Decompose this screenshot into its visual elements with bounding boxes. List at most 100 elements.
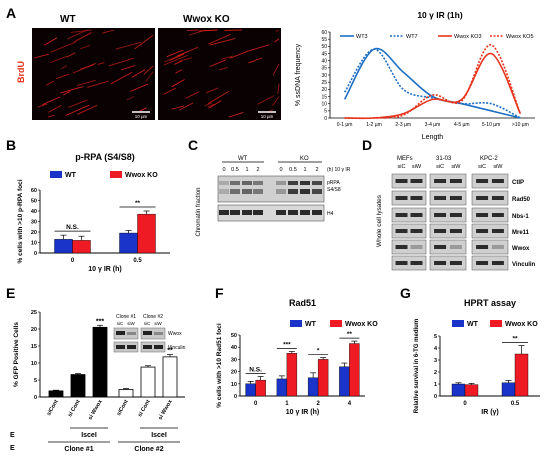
inset-band-vin-c2-sic [143,345,152,349]
chart-e-ytick-label: 20 [31,327,37,333]
dna-fiber-streak [169,53,184,61]
blot-d-membrane [429,190,467,206]
blot-c-band-h4 [230,210,240,215]
blot-c-band-prpa [300,189,310,194]
chart-f-sig-label: * [317,348,320,355]
chart-b-bar [119,232,138,254]
blot-d-band [395,196,408,200]
blot-d-membrane [429,207,467,223]
chart-g-legend-label: Wwox KO [505,321,538,328]
chart-f-bar [245,383,256,397]
blot-d-group-3103: 31-03 [436,156,452,162]
dna-fiber-streak [102,29,115,34]
blot-d-band [449,179,462,183]
blot-d-membrane [471,173,509,189]
chart-g-ytick-label: 1 [434,382,437,388]
chart-e-bar [92,326,108,398]
blot-c-band-prpa [253,189,263,194]
dna-fiber-streak [220,55,233,60]
blot-c-lane-label: 1 [245,167,248,173]
blot-d-lane-labels: siC siW siC siW siC siW [398,164,504,170]
dna-fiber-streak [46,80,55,86]
dna-fiber-streak [185,91,200,99]
blot-d-membrane [471,207,509,223]
chart-b-bar [72,240,91,254]
blot-c-band-h4 [219,210,229,215]
microscopy-ylabel: BrdU [16,61,26,83]
blot-d-band [491,196,504,200]
blot-d-membranes: CtIP Rad50 Nbs-1 Mre11 Wwox Vinculin [391,173,536,271]
inset-band-wwox-c1-siw [127,332,136,335]
dna-fiber-streak [63,90,71,96]
dna-fiber-streak [163,54,188,66]
blot-d-membrane [391,239,427,255]
blot-d-band [449,229,462,233]
blot-d-membrane [471,239,509,255]
dna-fiber-streak [205,87,219,94]
microscopy-title-wt: WT [60,14,76,25]
inset-band-wwox-c2-sic [143,331,152,335]
dna-fiber-streak [44,37,58,46]
dna-fiber-streak [272,96,280,107]
dna-fiber-streak [204,102,213,107]
chart-e-ytick-label: 25 [31,310,37,316]
dna-fiber-streak [248,57,263,64]
chart-f-legend-swatch [330,320,342,327]
dna-fiber-streak [68,99,88,108]
chart-g-ytick-label: 2 [434,370,437,376]
dna-fiber-streak [77,104,98,115]
western-blot-d: Whole cell lysates MEFs 31-03 KPC-2 siC s… [376,156,536,271]
blot-d-membrane [429,173,467,189]
blot-d-lane-label: siC [398,164,406,170]
inset-lane-label: siC [144,321,151,326]
chart-e-xtick-label: si Cont [137,399,152,418]
blot-c-prpa-label-1: pRPA [327,180,340,186]
dna-fiber-streak [186,29,199,32]
inset-clone1-label: Clone #1 [116,314,136,320]
chart-b-ytick-label: 40 [31,209,37,215]
chart-e-bar [162,356,178,398]
chart-e-ytick-label: 5 [34,378,37,384]
dna-fiber-streak [166,49,184,58]
chart-a-ytick-label: 5 [324,109,327,115]
chart-e-sig-label: ** [167,348,173,355]
inset-band-wwox-c2-siw [154,332,163,335]
dna-fiber-streak [208,100,222,109]
chart-a-ssdna-frequency: 10 γ IR (1h)% ssDNA frequencyLength05101… [295,10,535,141]
blot-d-band [491,179,504,183]
blot-d-band [410,261,423,265]
microscopy-title-ko: Wwox KO [183,14,230,25]
chart-f-bar [339,366,350,397]
scalebar-label-ko: 10 µm [261,114,274,119]
blot-c-lane-label: 0 [279,167,282,173]
inset-vinculin-label: Vinculin [168,345,186,351]
inset-lane-label: siC [117,321,124,326]
blot-d-band-label: Vinculin [512,262,536,268]
dna-fiber-streak [76,79,96,86]
dna-fiber-streak [134,34,154,50]
chart-b-legend-swatch [110,171,122,178]
panel-letter-a: A [6,5,16,21]
chart-b-sig-label: ** [135,200,141,207]
inset-lane-label: siW [127,321,135,326]
chart-g-xtick-label: 0 [463,401,467,407]
blot-e-inset: Clone #1 Clone #2 siC siW siC siW Wwox Vinc… [113,314,186,353]
dna-fiber-streak [115,41,141,50]
chart-b-ytick-label: 0 [34,251,37,257]
chart-e-e-mark-1: E [10,432,15,439]
chart-a-series-line [344,44,522,120]
panel-letter-e: E [6,285,15,301]
chart-f-bar [307,377,319,397]
chart-f-legend-label: Wwox KO [345,321,378,328]
chart-a-xtick-label: 5-10 µm [482,122,500,128]
blot-d-membrane [391,173,427,189]
chart-b-prpa: p-RPA (S4/S8) % cells with >10 p-RPA foci… [17,152,170,273]
dna-fiber-streak [34,53,49,59]
panel-letter-b: B [6,137,16,153]
dna-fiber-streak [139,107,147,112]
chart-a-series-line [343,47,521,119]
blot-d-band [434,179,447,183]
dna-fiber-streak [48,104,62,113]
chart-a-ytick-label: 25 [321,80,327,86]
inset-band-wwox-c1-sic [116,331,125,335]
